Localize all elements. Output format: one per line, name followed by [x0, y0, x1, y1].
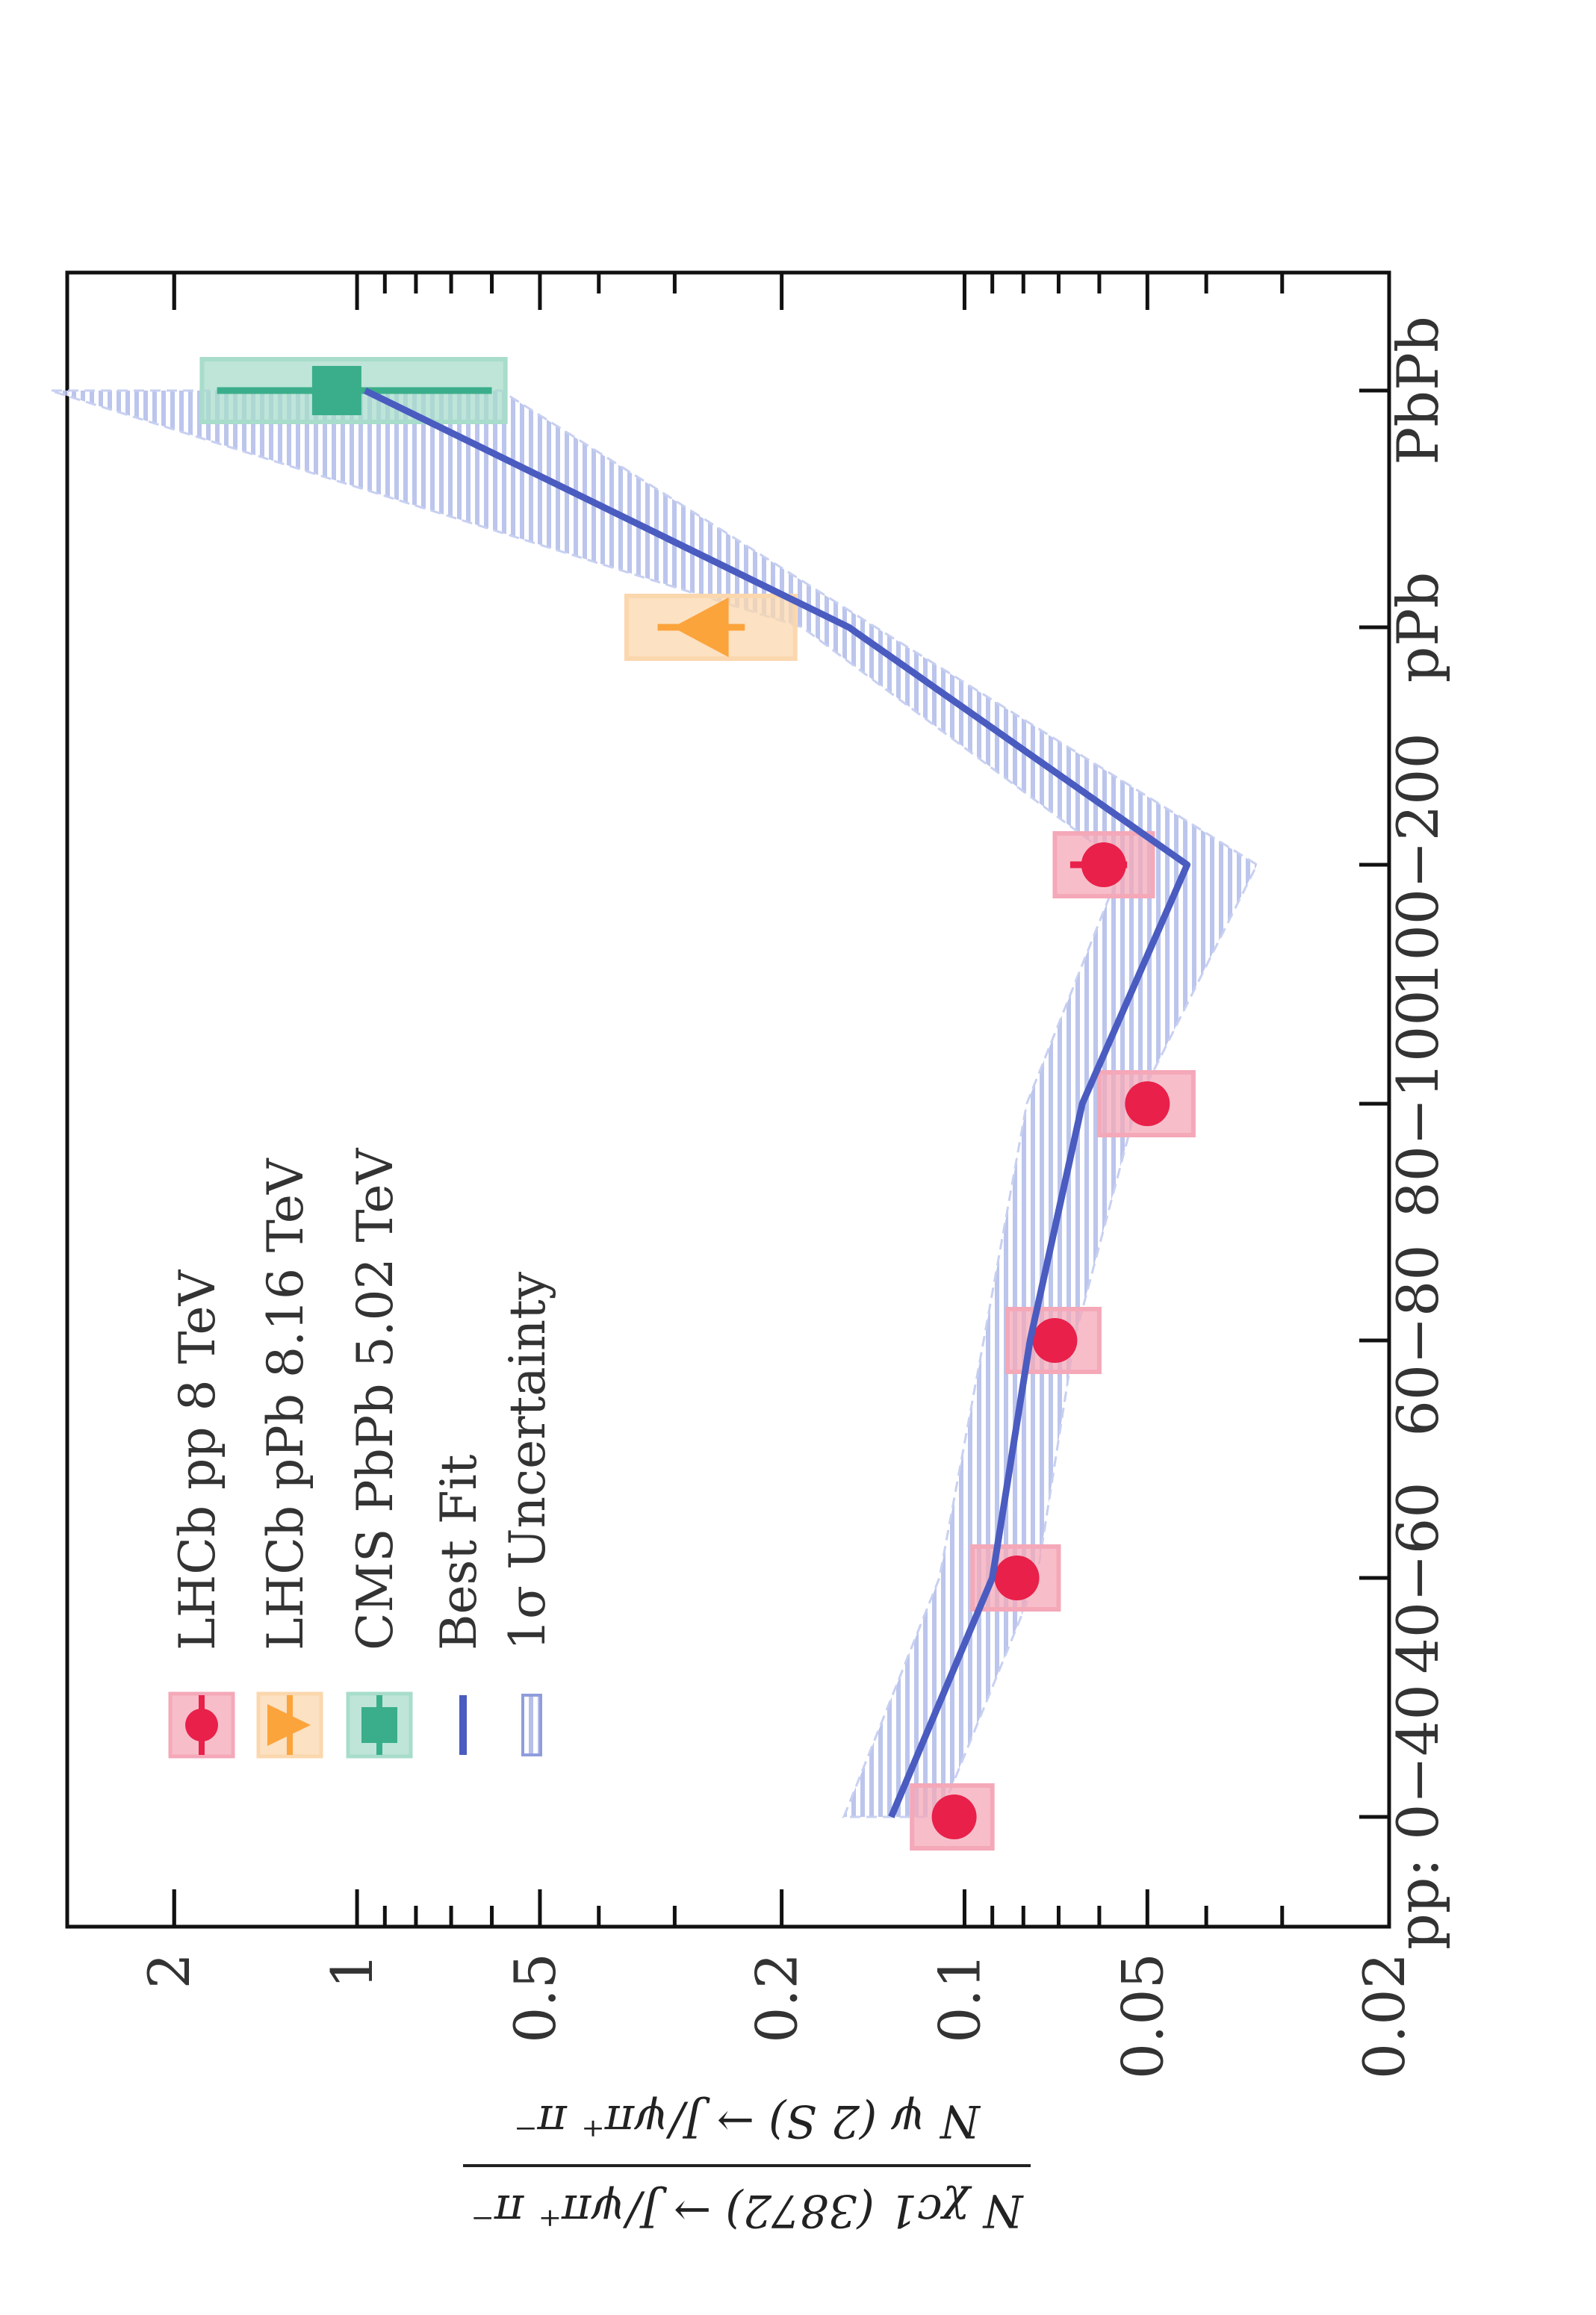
data-point-square	[311, 366, 361, 415]
best-fit-line	[363, 387, 1191, 1818]
value-axis-tick-label: 0.05	[1109, 1953, 1176, 2079]
value-axis-tick-label: 0.5	[502, 1953, 568, 2043]
legend-label: Best Fit	[430, 1455, 488, 1650]
legend-band	[521, 1694, 542, 1756]
legend-label: 1σ Uncertainty	[499, 1271, 556, 1650]
y-axis-label: N χc1 (3872) → J/ψπ⁺ π⁻ N ψ (2 S) → J/ψπ⁺…	[463, 2095, 1031, 2237]
legend-marker-circle	[185, 1709, 218, 1741]
value-axis-tick-label: 0.2	[744, 1953, 810, 2043]
category-tick-label: pp: 0−40	[1385, 1684, 1451, 1950]
y-axis-label-denominator: N ψ (2 S) → J/ψπ⁺ π⁻	[514, 2095, 981, 2147]
plot-area: 0.02 0.05 0.1 0.2 0.5 1 2 pp: 0−40 40−60 60−80 80−…	[49, 270, 1451, 2237]
category-tick-label: PbPb	[1385, 316, 1451, 465]
data-point-circle	[931, 1794, 977, 1839]
data-point-circle	[1032, 1318, 1078, 1363]
category-tick-label: 80−100	[1385, 989, 1451, 1217]
legend-label: LHCb pp 8 TeV	[169, 1269, 226, 1650]
data-point-circle	[994, 1556, 1040, 1600]
data-point-triangle	[672, 597, 729, 657]
value-axis-tick-label: 0.02	[1351, 1953, 1418, 2079]
category-tick-label: 40−60	[1385, 1482, 1451, 1674]
category-tick-label: pPb	[1385, 572, 1451, 683]
legend-marker-square	[361, 1707, 397, 1743]
plot-frame	[65, 270, 1391, 1929]
legend-label: CMS PbPb 5.02 TeV	[347, 1148, 404, 1650]
value-axis-tick-label: 2	[136, 1953, 202, 1989]
category-tick-label: 60−80	[1385, 1244, 1451, 1436]
legend-marker-triangle	[267, 1704, 311, 1746]
value-axis-tick-label: 1	[319, 1953, 385, 1989]
value-axis-tick-label: 0.1	[926, 1953, 993, 2043]
legend-label: LHCb pPb 8.16 TeV	[257, 1158, 314, 1650]
data-point-circle	[1081, 842, 1126, 887]
category-tick-label: 100−200	[1385, 733, 1451, 997]
data-point-circle	[1125, 1081, 1170, 1126]
y-axis-label-numerator: N χc1 (3872) → J/ψπ⁺ π⁻	[471, 2184, 1024, 2237]
